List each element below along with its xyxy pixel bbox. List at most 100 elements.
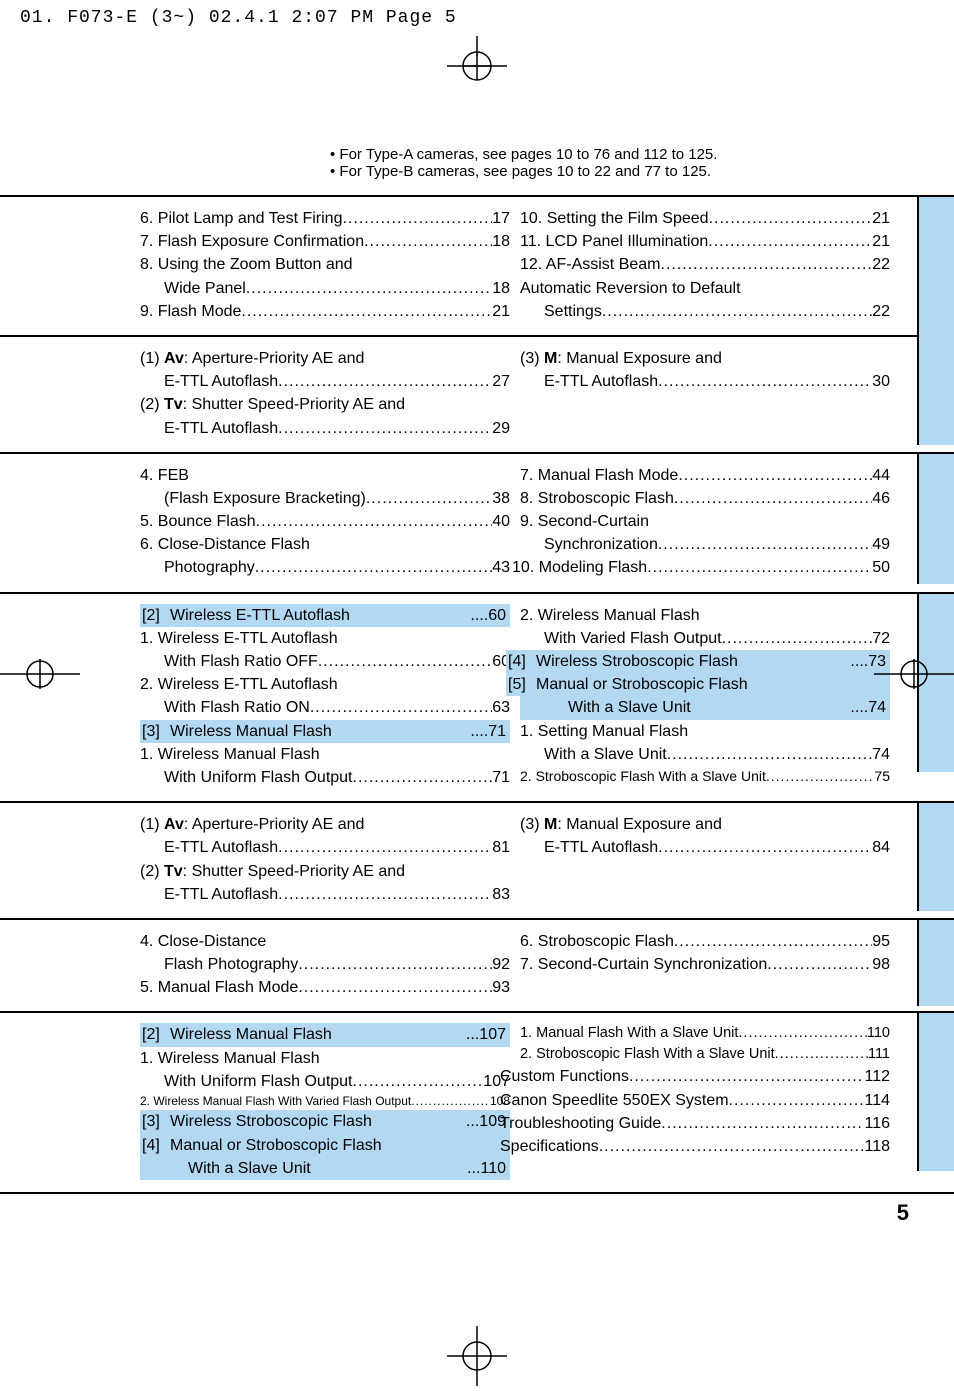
- toc-entry: With Flash Ratio ON63: [140, 696, 510, 719]
- toc-entry: 2. Wireless Manual Flash With Varied Fla…: [140, 1093, 510, 1110]
- toc-column-left: 4. FEB(Flash Exposure Bracketing)385. Bo…: [140, 464, 510, 580]
- toc-entry-highlighted: [4]Wireless Stroboscopic Flash....73: [506, 650, 890, 673]
- toc-entry: E-TTL Autoflash27: [140, 370, 510, 393]
- toc-entry: Flash Photography92: [140, 953, 510, 976]
- toc-entry: 6. Pilot Lamp and Test Firing17: [140, 207, 510, 230]
- toc-entry: E-TTL Autoflash83: [140, 883, 510, 906]
- toc-entry: Troubleshooting Guide116: [500, 1112, 890, 1135]
- page-number: 5: [0, 1194, 954, 1226]
- toc-entry: Synchronization49: [520, 533, 890, 556]
- toc-entry: 8. Using the Zoom Button and: [140, 253, 510, 276]
- print-header: 01. F073-E (3~) 02.4.1 2:07 PM Page 5: [0, 0, 954, 36]
- toc-entry-highlighted: [3]Wireless Stroboscopic Flash...109: [140, 1110, 510, 1133]
- toc-entry: 10. Modeling Flash50: [512, 556, 890, 579]
- section-tab: [919, 1013, 954, 1171]
- toc-main: 6. Pilot Lamp and Test Firing177. Flash …: [0, 195, 954, 1194]
- toc-entry: 9. Flash Mode21: [140, 300, 510, 323]
- toc-entry-highlighted: [2]Wireless E-TTL Autoflash....60: [140, 604, 510, 627]
- toc-entry: Settings22: [520, 300, 890, 323]
- toc-column-left: (1) Av: Aperture-Priority AE andE-TTL Au…: [140, 813, 510, 906]
- toc-entry: (1) Av: Aperture-Priority AE and: [140, 347, 510, 370]
- toc-section: 4. FEB(Flash Exposure Bracketing)385. Bo…: [0, 454, 954, 594]
- toc-section: [2]Wireless Manual Flash...1071. Wireles…: [0, 1013, 954, 1194]
- toc-entry-highlighted: [3]Wireless Manual Flash....71: [140, 720, 510, 743]
- camera-type-notes: For Type-A cameras, see pages 10 to 76 a…: [0, 146, 954, 180]
- toc-section: 6. Pilot Lamp and Test Firing177. Flash …: [0, 197, 954, 337]
- toc-entry: Photography43: [140, 556, 510, 579]
- toc-entry: 1. Setting Manual Flash: [520, 720, 890, 743]
- toc-entry: With Uniform Flash Output107: [140, 1070, 510, 1093]
- toc-entry: With Uniform Flash Output71: [140, 766, 510, 789]
- toc-column-right: 6. Stroboscopic Flash957. Second-Curtain…: [520, 930, 890, 1000]
- toc-column-right: (3) M: Manual Exposure andE-TTL Autoflas…: [520, 347, 890, 440]
- toc-entry: (3) M: Manual Exposure and: [520, 347, 890, 370]
- toc-entry: (2) Tv: Shutter Speed-Priority AE and: [140, 860, 510, 883]
- toc-entry: 2. Stroboscopic Flash With a Slave Unit1…: [520, 1044, 890, 1065]
- toc-entry: 2. Stroboscopic Flash With a Slave Unit7…: [520, 766, 890, 786]
- toc-entry: With Varied Flash Output72: [520, 627, 890, 650]
- toc-column-right: 10. Setting the Film Speed2111. LCD Pane…: [520, 207, 890, 323]
- toc-entry: 5. Bounce Flash40: [140, 510, 510, 533]
- toc-column-right: 2. Wireless Manual FlashWith Varied Flas…: [520, 604, 890, 790]
- note-item: For Type-A cameras, see pages 10 to 76 a…: [330, 146, 954, 163]
- section-tab: [919, 920, 954, 1006]
- toc-entry: (Flash Exposure Bracketing)38: [140, 487, 510, 510]
- toc-entry: 10. Setting the Film Speed21: [520, 207, 890, 230]
- toc-entry: (1) Av: Aperture-Priority AE and: [140, 813, 510, 836]
- toc-entry: 11. LCD Panel Illumination21: [520, 230, 890, 253]
- toc-column-right: (3) M: Manual Exposure andE-TTL Autoflas…: [520, 813, 890, 906]
- toc-entry: (2) Tv: Shutter Speed-Priority AE and: [140, 393, 510, 416]
- toc-entry: E-TTL Autoflash29: [140, 417, 510, 440]
- toc-entry-highlighted: [2]Wireless Manual Flash...107: [140, 1023, 510, 1046]
- toc-column-left: 4. Close-DistanceFlash Photography925. M…: [140, 930, 510, 1000]
- toc-column-left: [2]Wireless Manual Flash...1071. Wireles…: [140, 1023, 510, 1180]
- toc-entry: Wide Panel18: [140, 277, 510, 300]
- toc-entry: 1. Wireless E-TTL Autoflash: [140, 627, 510, 650]
- toc-entry: 8. Stroboscopic Flash46: [520, 487, 890, 510]
- toc-entry: 1. Wireless Manual Flash: [140, 1047, 510, 1070]
- toc-entry: With a Slave Unit74: [520, 743, 890, 766]
- toc-entry: 7. Flash Exposure Confirmation18: [140, 230, 510, 253]
- toc-entry: 7. Second-Curtain Synchronization98: [520, 953, 890, 976]
- toc-entry-highlighted: [5]Manual or Stroboscopic Flash: [506, 673, 890, 696]
- toc-entry: Canon Speedlite 550EX System114: [500, 1089, 890, 1112]
- toc-column-right: 7. Manual Flash Mode448. Stroboscopic Fl…: [520, 464, 890, 580]
- toc-entry: 12. AF-Assist Beam22: [520, 253, 890, 276]
- crop-mark-bottom: [0, 1326, 954, 1391]
- toc-entry: E-TTL Autoflash30: [520, 370, 890, 393]
- toc-section: (1) Av: Aperture-Priority AE andE-TTL Au…: [0, 803, 954, 920]
- toc-entry: 6. Stroboscopic Flash95: [520, 930, 890, 953]
- toc-column-left: [2]Wireless E-TTL Autoflash....601. Wire…: [140, 604, 510, 790]
- toc-entry: 7. Manual Flash Mode44: [520, 464, 890, 487]
- toc-entry-highlighted: [4]Manual or Stroboscopic Flash: [140, 1134, 510, 1157]
- toc-entry: Specifications118: [500, 1135, 890, 1158]
- section-tab: [919, 454, 954, 584]
- toc-section: 4. Close-DistanceFlash Photography925. M…: [0, 920, 954, 1014]
- toc-section: [2]Wireless E-TTL Autoflash....601. Wire…: [0, 594, 954, 804]
- toc-entry: E-TTL Autoflash84: [520, 836, 890, 859]
- toc-entry: 6. Close-Distance Flash: [140, 533, 510, 556]
- toc-entry: 4. FEB: [140, 464, 510, 487]
- toc-entry: 4. Close-Distance: [140, 930, 510, 953]
- toc-entry: 9. Second-Curtain: [520, 510, 890, 533]
- toc-entry: 2. Wireless Manual Flash: [520, 604, 890, 627]
- toc-section: (1) Av: Aperture-Priority AE andE-TTL Au…: [0, 337, 954, 454]
- toc-entry: Custom Functions112: [500, 1065, 890, 1088]
- toc-entry: 1. Wireless Manual Flash: [140, 743, 510, 766]
- toc-entry: 2. Wireless E-TTL Autoflash: [140, 673, 510, 696]
- toc-column-left: 6. Pilot Lamp and Test Firing177. Flash …: [140, 207, 510, 323]
- toc-entry: 5. Manual Flash Mode93: [140, 976, 510, 999]
- crop-mark-top: [0, 36, 954, 86]
- section-tab: [919, 197, 954, 337]
- section-tab: [919, 803, 954, 911]
- toc-entry-highlighted: With a Slave Unit....74: [520, 696, 890, 719]
- toc-entry: 1. Manual Flash With a Slave Unit110: [520, 1023, 890, 1044]
- toc-entry-highlighted: With a Slave Unit...110: [140, 1157, 510, 1180]
- toc-entry: E-TTL Autoflash81: [140, 836, 510, 859]
- toc-entry: (3) M: Manual Exposure and: [520, 813, 890, 836]
- toc-column-right: 1. Manual Flash With a Slave Unit1102. S…: [520, 1023, 890, 1180]
- toc-entry: With Flash Ratio OFF60: [140, 650, 510, 673]
- note-item: For Type-B cameras, see pages 10 to 22 a…: [330, 163, 954, 180]
- toc-entry: Automatic Reversion to Default: [520, 277, 890, 300]
- section-tab: [919, 337, 954, 445]
